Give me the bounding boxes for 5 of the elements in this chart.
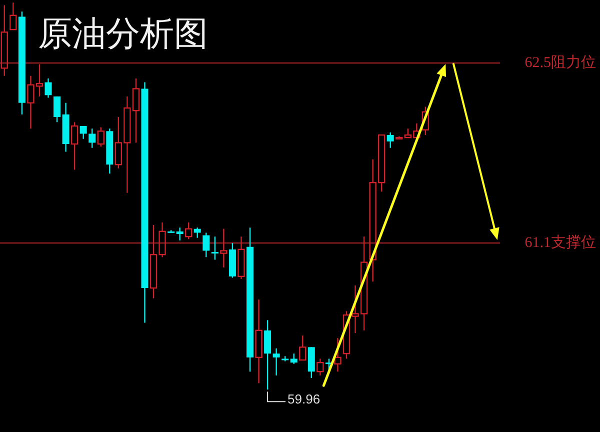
annotation: 59.96 bbox=[267, 391, 320, 407]
y-tick-label: 62.5阻力位 bbox=[524, 54, 596, 71]
title: 原油分析图 bbox=[38, 14, 208, 54]
y-tick-label: 61.1支撑位 bbox=[524, 234, 596, 251]
annotation: 59.96 bbox=[288, 392, 320, 407]
